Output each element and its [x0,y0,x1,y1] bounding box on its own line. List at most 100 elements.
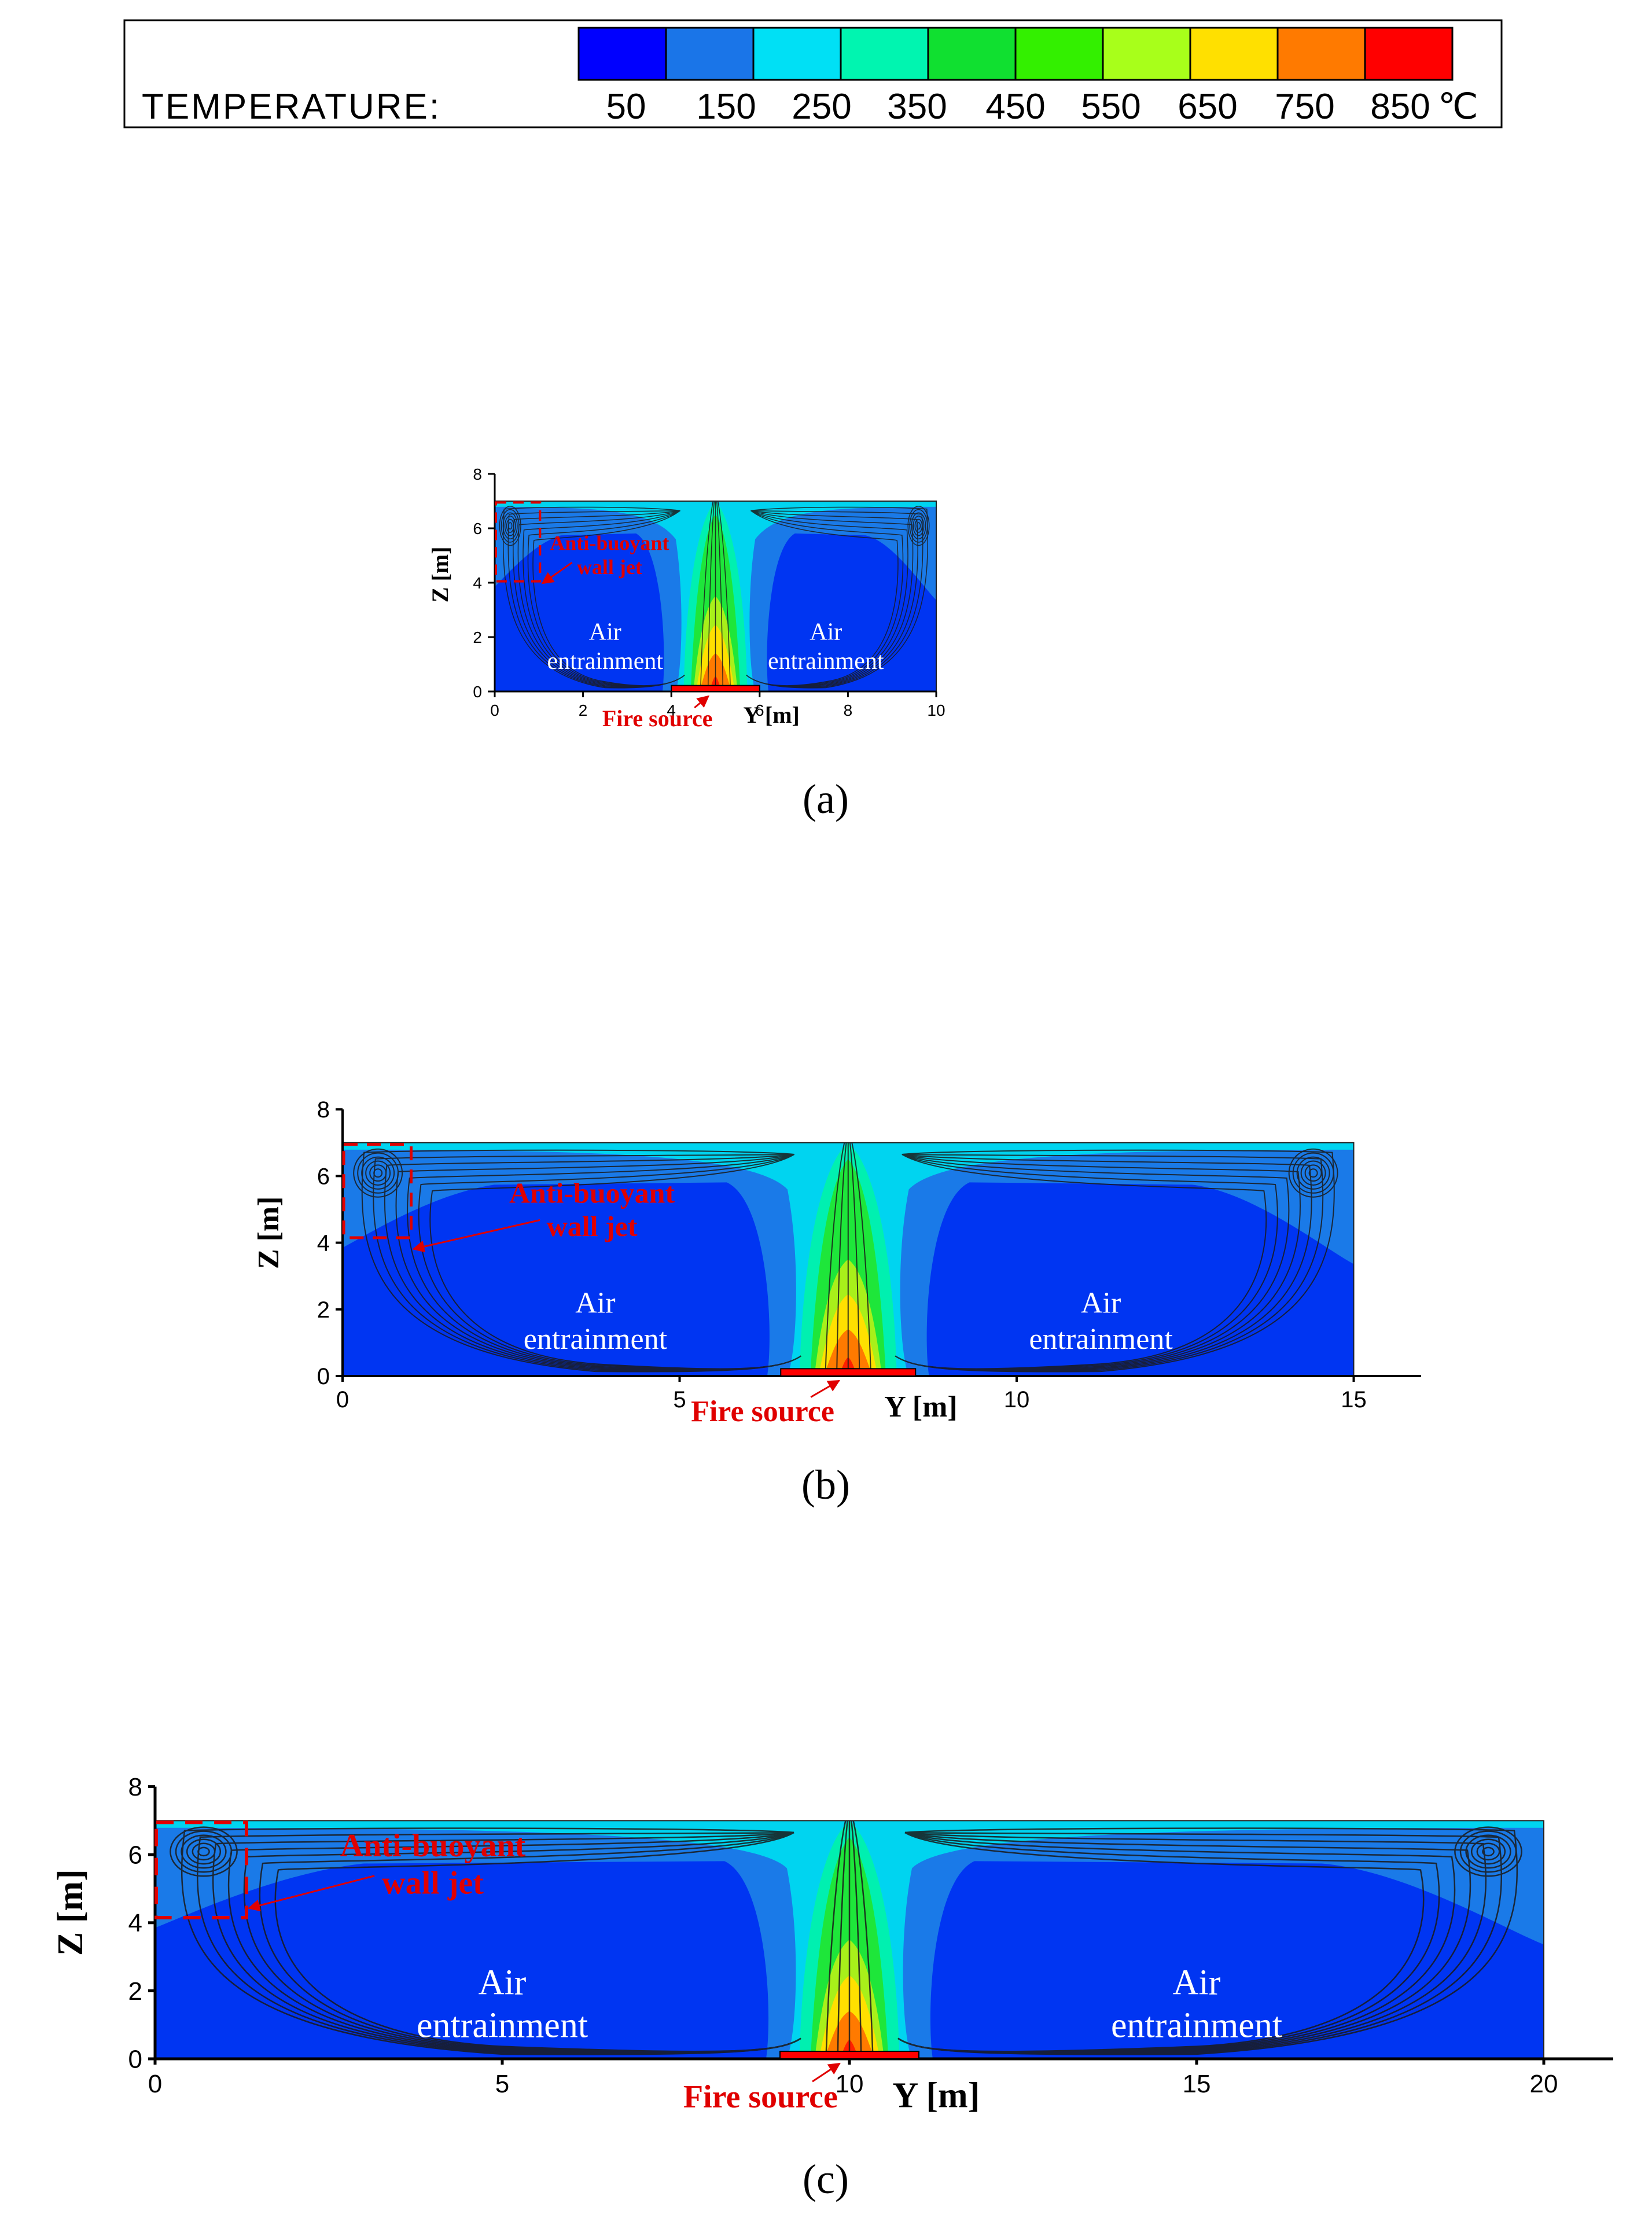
wall-jet-box [495,501,542,583]
vortex-ring [907,506,930,546]
vortex-ring [1470,1838,1506,1865]
streamline [851,1820,862,2056]
x-tick-label: 0 [148,2070,162,2098]
streamlines [170,1820,1522,2056]
wall-jet-label-line2: wall jet [382,1866,484,1901]
vortex-ring [499,506,521,546]
vortex-ring [181,1834,227,1869]
temperature-legend: TEMPERATURE: 50 150 250 350 450 550 650 750 850 … [123,19,1503,128]
air-entrainment-label-line2: entrainment [768,648,884,675]
vortex-ring [506,518,514,533]
x-tick-label: 0 [336,1387,349,1412]
fire-source-bar [671,685,760,693]
legend-swatch [665,27,755,81]
vortex-ring [197,1846,210,1857]
y-axis-label: Z [m] [51,1869,90,1956]
y-tick-label: 2 [128,1977,142,2006]
y-tick-label: 4 [317,1231,330,1256]
y-tick-label: 8 [128,1773,142,1801]
fire-source-label: Fire source [683,2079,838,2115]
y-tick-label: 4 [128,1909,142,1937]
y-axis-label: Z [m] [427,547,453,603]
legend-tick-label: 850 [1370,87,1430,127]
fire-source-label: Fire source [602,705,713,731]
wall-jet-box [342,1143,413,1239]
streamline [429,1154,801,1370]
vortex-ring [1292,1152,1334,1194]
wall-jet-arrow [247,1875,375,1912]
air-entrainment-label-line1: Air [1081,1287,1121,1320]
legend-unit: ℃ [1438,87,1478,127]
vortex-ring [1300,1160,1326,1186]
fire-source-bar [779,2051,919,2059]
air-entrainment-label-line1: Air [810,619,842,646]
legend-tick-label: 750 [1275,87,1334,127]
legend-tick-label: 50 [606,87,646,127]
legend-swatch [840,27,929,81]
x-axis-label: Y [m] [744,702,800,728]
vortex-ring [1465,1834,1511,1869]
streamline [707,501,715,689]
panel-label-b: (b) [801,1462,850,1508]
y-tick-label: 8 [473,465,482,483]
y-tick-label: 6 [128,1841,142,1870]
air-entrainment-label-line2: entrainment [417,2006,588,2046]
legend-tick-label: 650 [1178,87,1237,127]
chart-panel-a: 0 2 4 6 8 10 0 2 4 6 8 Y [m] Z [m] Fire source Anti-bu… [427,465,945,731]
vortex-ring [1296,1156,1330,1190]
vortex-ring [502,512,518,540]
vortex-ring [1304,1164,1322,1182]
vortex-ring [1454,1826,1522,1877]
air-entrainment-label-line2: entrainment [1111,2006,1282,2046]
x-tick-label: 2 [579,701,588,719]
x-tick-label: 6 [755,701,764,719]
x-axis-label: Y [m] [892,2076,980,2116]
vortex-ring [357,1152,399,1194]
streamlines [499,501,930,689]
streamline [718,501,731,689]
vortex-ring [913,516,925,536]
air-entrainment-label-line1: Air [1173,1963,1221,2002]
x-tick-label: 10 [1004,1387,1030,1412]
air-entrainment-label-line1: Air [589,619,621,646]
streamline [700,501,713,689]
x-tick-label: 4 [667,701,676,719]
streamline [825,1820,847,2056]
legend-tick-label: 350 [887,87,947,127]
air-entrainment-label-line1: Air [479,1963,527,2002]
fire-source-label: Fire source [691,1395,834,1428]
air-entrainment-label-line1: Air [575,1287,615,1320]
vortex-ring [369,1164,387,1182]
y-axis-label: Z [m] [252,1196,285,1269]
streamline [837,1820,848,2056]
x-tick-label: 10 [836,2070,864,2098]
streamline [716,501,724,689]
legend-tick-labels: 50 150 250 350 450 550 650 750 850 [606,87,1430,127]
vortex-ring [175,1830,233,1873]
streamline [746,510,899,686]
vortex-ring [914,518,923,533]
y-tick-label: 4 [473,574,482,592]
fire-source-arrow [810,1379,840,1398]
air-entrainment-label-line2: entrainment [1029,1323,1173,1356]
vortex-ring [504,516,516,536]
wall-jet-label-line1: Anti-buoyant [550,532,669,555]
vortex-ring [916,522,921,530]
streamline [895,1154,1267,1370]
air-entrainment-label-line2: entrainment [547,648,663,675]
x-tick-label: 5 [673,1387,686,1412]
x-tick-label: 20 [1530,2070,1558,2098]
y-tick-label: 6 [473,520,482,538]
streamline [532,510,685,686]
legend-tick-label: 250 [792,87,851,127]
fire-source-bar [780,1368,917,1377]
wall-jet-arrow [541,561,573,584]
vortex-ring [1308,1168,1318,1178]
legend-swatch [1364,27,1454,81]
vortex-ring [373,1168,383,1178]
streamline [274,1831,801,2052]
legend-title: TEMPERATURE: [142,87,441,127]
panel-label-a: (a) [803,776,849,822]
fire-source-arrow [694,695,710,709]
